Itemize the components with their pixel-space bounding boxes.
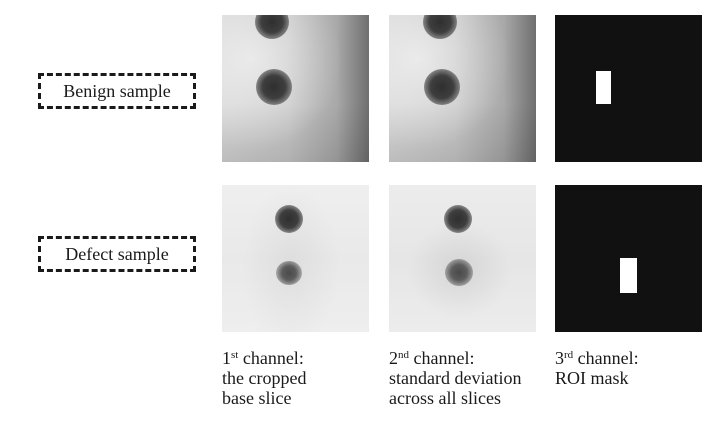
defect-std-spot-top	[444, 205, 472, 233]
benign-base-spot-mid	[256, 69, 292, 105]
defect-roi-mask-image	[555, 185, 702, 332]
defect-std-spot-bottom	[445, 259, 473, 286]
benign-std-deviation-image	[389, 15, 536, 162]
defect-roi-rect	[620, 258, 637, 293]
benign-std-spot-top	[423, 15, 457, 39]
defect-sample-label-text: Defect sample	[65, 243, 169, 264]
benign-roi-rect	[596, 71, 611, 104]
caption-channel-3-line-1: ROI mask	[555, 368, 629, 388]
defect-base-spot-bottom	[276, 261, 302, 285]
benign-base-slice-image	[222, 15, 369, 162]
defect-base-spot-top	[275, 205, 303, 233]
caption-channel-3: 3rd channel: ROI mask	[555, 348, 639, 388]
defect-std-deviation-image	[389, 185, 536, 332]
caption-channel-2-line-2: across all slices	[389, 388, 501, 408]
benign-base-spot-top	[255, 15, 289, 39]
benign-sample-label: Benign sample	[38, 73, 196, 109]
caption-channel-1-line-2: base slice	[222, 388, 292, 408]
benign-std-spot-mid	[424, 69, 460, 105]
caption-channel-1-heading: 1st channel:	[222, 348, 304, 368]
caption-channel-1: 1st channel: the cropped base slice	[222, 348, 306, 408]
benign-sample-label-text: Benign sample	[63, 80, 171, 101]
defect-sample-label: Defect sample	[38, 236, 196, 272]
caption-channel-2-heading: 2nd channel:	[389, 348, 475, 368]
defect-base-slice-image	[222, 185, 369, 332]
caption-channel-3-heading: 3rd channel:	[555, 348, 639, 368]
caption-channel-2: 2nd channel: standard deviation across a…	[389, 348, 521, 408]
caption-channel-2-line-1: standard deviation	[389, 368, 522, 388]
caption-channel-1-line-1: the cropped	[222, 368, 307, 388]
benign-roi-mask-image	[555, 15, 702, 162]
